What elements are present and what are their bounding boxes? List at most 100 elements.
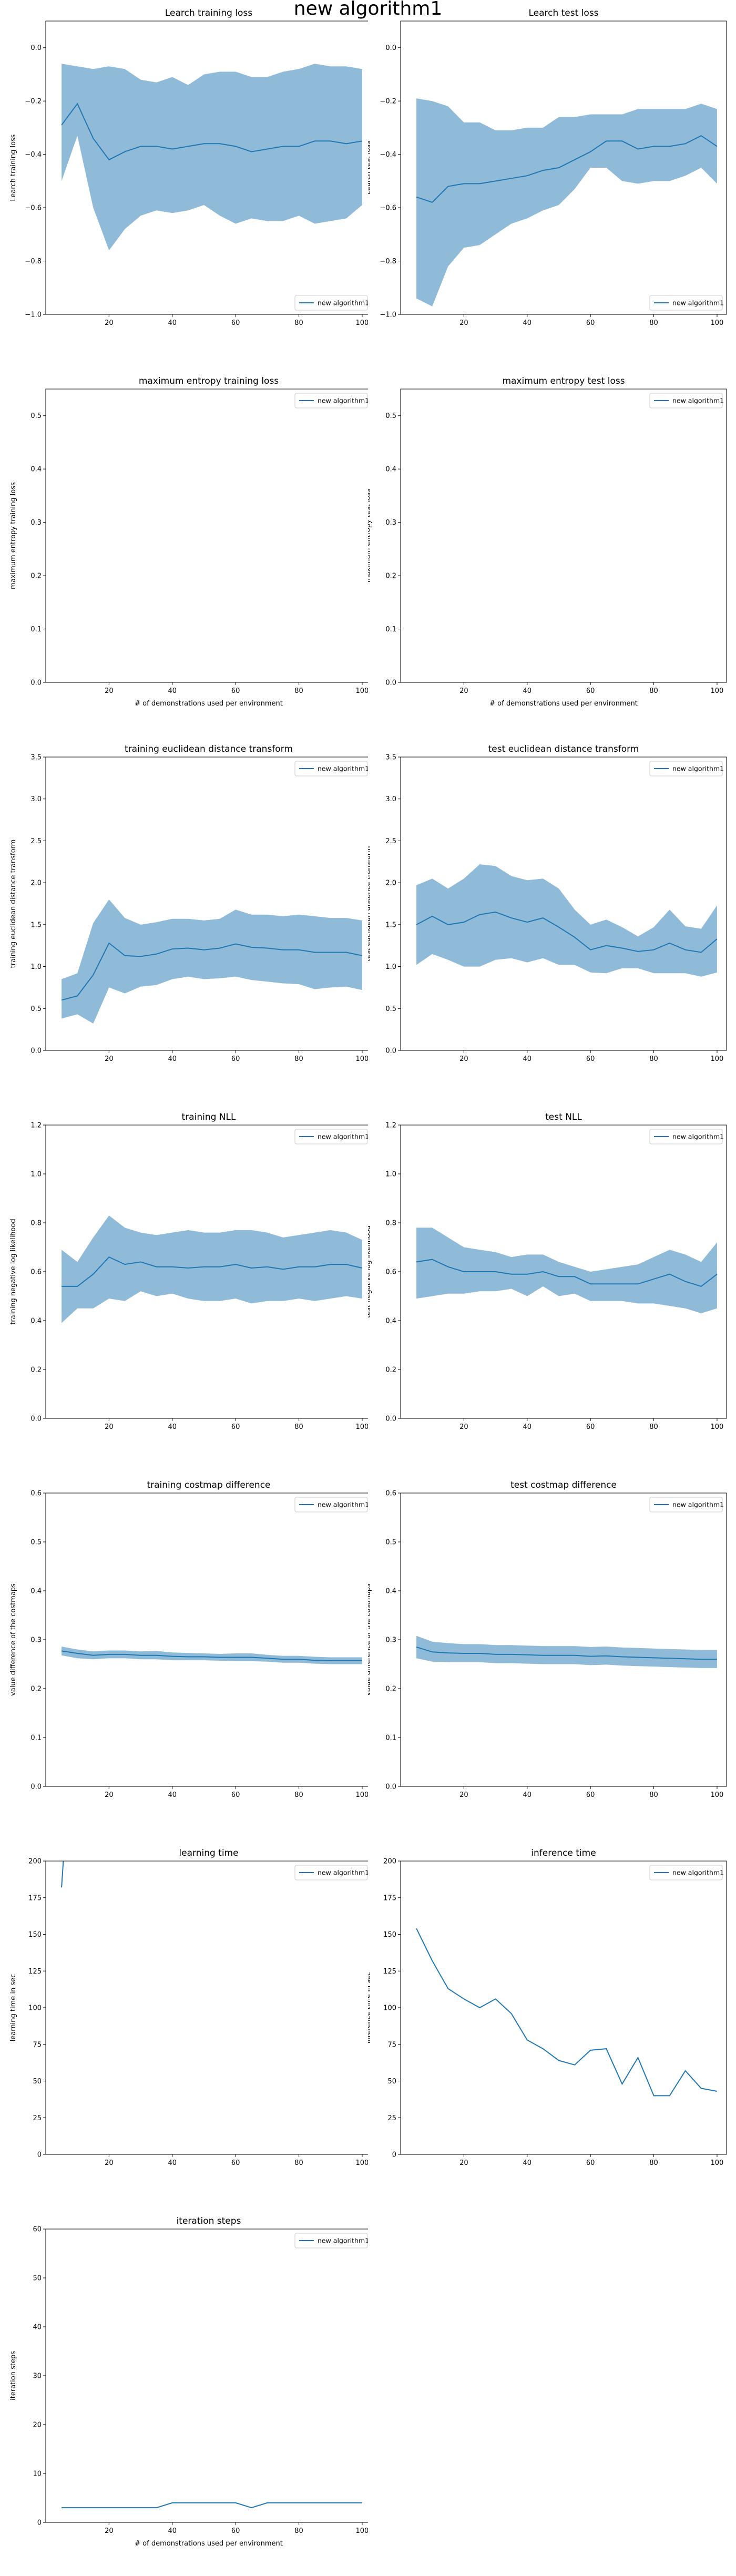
y-tick-label: 100 [383,2005,396,2012]
x-tick-label: 80 [649,687,658,695]
y-tick-label: 0.6 [385,1490,396,1498]
x-tick-label: 80 [294,1423,303,1431]
axes-frame [400,389,727,683]
x-tick-label: 60 [586,319,595,327]
y-tick-label: 0.3 [385,519,396,527]
chart-title: training NLL [182,1112,236,1122]
y-tick-label: 0.2 [30,1366,42,1374]
y-tick-label: 0.6 [30,1269,42,1276]
chart-title: test NLL [545,1112,582,1122]
chart-panel-9: test costmap difference value difference … [368,1480,727,1799]
legend: new algorithm1 [294,761,368,776]
legend-label: new algorithm1 [672,1501,724,1509]
x-tick-label: 100 [356,2527,368,2535]
x-tick-label: 40 [523,2159,532,2167]
x-tick-label: 60 [231,1055,240,1063]
y-tick-label: 0 [37,2519,42,2527]
legend: new algorithm1 [294,1129,368,1144]
x-tick-label: 20 [459,319,468,327]
y-tick-label: 60 [33,2226,42,2234]
y-tick-label: 0 [37,2151,42,2159]
y-tick-label: −0.4 [380,151,396,159]
legend: new algorithm1 [294,1497,368,1512]
axes-frame [45,1861,368,2155]
y-tick-label: 0.0 [385,1047,396,1055]
y-tick-label: −0.2 [25,98,42,106]
y-tick-label: 1.5 [30,921,42,929]
chart-panel-3: maximum entropy test loss maximum entropy… [368,376,727,708]
series-line [416,1928,718,2097]
y-tick-label: 0.2 [385,1366,396,1374]
x-tick-label: 60 [231,1791,240,1799]
x-tick-label: 60 [586,687,595,695]
y-tick-label: 0.0 [30,1783,42,1791]
y-axis-label: test euclidean distance transform [368,846,372,961]
x-tick-label: 40 [168,319,177,327]
chart-title: test euclidean distance transform [488,744,639,754]
confidence-band [416,98,717,306]
chart-title: training euclidean distance transform [125,744,293,754]
legend-label: new algorithm1 [318,299,368,307]
x-tick-label: 60 [586,1423,595,1431]
y-tick-label: 0.5 [385,1539,396,1547]
y-tick-label: 0.5 [30,1539,42,1547]
x-tick-label: 100 [356,319,368,327]
y-tick-label: 175 [383,1894,396,1902]
legend-label: new algorithm1 [318,1501,368,1509]
confidence-band [416,1228,717,1314]
y-tick-label: −0.8 [380,258,396,265]
chart-title: iteration steps [177,2216,241,2226]
legend: new algorithm1 [649,761,724,776]
y-axis-label: Learch training loss [9,134,17,201]
x-tick-label: 60 [231,1423,240,1431]
chart-panel-12: iteration steps iteration steps # of demon… [9,2216,368,2548]
x-tick-label: 80 [649,319,658,327]
legend: new algorithm1 [649,393,724,408]
y-tick-label: 175 [28,1894,42,1902]
legend-label: new algorithm1 [672,299,724,307]
y-tick-label: −0.6 [380,205,396,212]
legend: new algorithm1 [649,1129,724,1144]
y-tick-label: 200 [383,1858,396,1866]
series-line [61,942,363,1001]
y-tick-label: 0.5 [30,1005,42,1013]
chart-title: maximum entropy test loss [502,376,625,386]
y-axis-label: test negative log likelihood [368,1225,372,1318]
x-axis-label: # of demonstrations used per environment [135,2540,283,2548]
y-tick-label: 0.0 [385,1415,396,1423]
x-tick-label: 20 [459,2159,468,2167]
confidence-band [416,864,717,977]
y-tick-label: 0.4 [30,466,42,474]
legend-label: new algorithm1 [672,1133,724,1141]
y-tick-label: 0.4 [385,1317,396,1325]
y-tick-label: 2.5 [30,837,42,845]
x-tick-label: 80 [649,1423,658,1431]
y-tick-label: 3.0 [385,795,396,803]
y-tick-label: 0.3 [30,519,42,527]
y-tick-label: 30 [33,2373,42,2380]
y-tick-label: 0.8 [385,1220,396,1228]
x-tick-label: 60 [586,1791,595,1799]
axes-frame [45,1493,368,1787]
confidence-band [416,1635,717,1668]
series-line [61,103,363,161]
y-tick-label: 0.0 [30,1047,42,1055]
y-tick-label: 0.5 [385,412,396,420]
series-line [62,1256,363,1287]
legend-label: new algorithm1 [318,1869,368,1877]
x-tick-label: 80 [294,2527,303,2535]
y-tick-label: 3.5 [385,754,396,762]
legend-label: new algorithm1 [672,1869,724,1877]
legend-label: new algorithm1 [318,397,368,405]
x-tick-label: 60 [231,319,240,327]
legend-label: new algorithm1 [318,765,368,773]
y-tick-label: 3.0 [30,795,42,803]
x-tick-label: 40 [523,687,532,695]
y-axis-label: inference time in sec [368,1972,372,2043]
x-tick-label: 20 [459,687,468,695]
series-line [416,135,718,203]
y-tick-label: 0.1 [385,626,396,633]
y-axis-label: value difference of the costmaps [9,1583,17,1696]
x-tick-label: 40 [523,1423,532,1431]
chart-panel-0: Learch training loss Learch training loss… [9,8,368,327]
